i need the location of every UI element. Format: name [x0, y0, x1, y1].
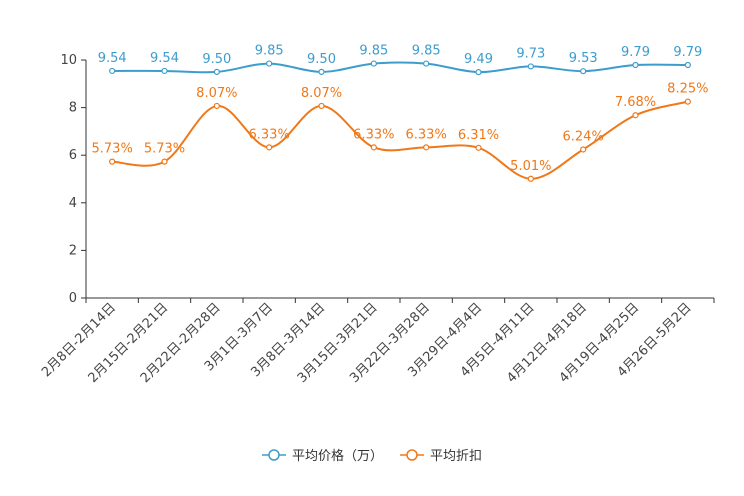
data-label: 8.25%	[667, 82, 708, 97]
y-tick-label: 6	[69, 148, 77, 163]
y-tick-label: 10	[60, 53, 77, 68]
y-tick-label: 2	[69, 243, 77, 258]
data-label: 6.33%	[353, 127, 394, 142]
data-point	[266, 60, 273, 67]
data-label: 9.54	[98, 51, 127, 66]
series-line	[112, 61, 688, 74]
data-point	[632, 61, 639, 69]
data-label: 6.24%	[563, 129, 604, 144]
data-point	[213, 68, 220, 76]
data-label: 6.33%	[249, 127, 290, 142]
series-avg-discount: 5.73% 5.73% 8.07% 6.33% 8.07% 6.33% 6.33% 6.31%…	[92, 82, 708, 182]
legend-item-avg-discount[interactable]: 平均折扣	[400, 449, 482, 464]
series-avg-price: 9.54 9.54 9.50 9.85 9.50 9.85 9.85 9.49 9.73 9.53…	[98, 44, 702, 76]
data-label: 9.54	[150, 51, 179, 66]
data-point	[475, 69, 482, 76]
legend-marker-icon	[406, 449, 418, 461]
data-point	[423, 144, 430, 151]
data-label: 5.73%	[92, 142, 133, 157]
data-point	[213, 102, 220, 110]
data-label: 7.68%	[615, 95, 656, 110]
data-label: 9.49	[464, 52, 493, 67]
data-point	[527, 175, 534, 182]
data-point	[527, 63, 534, 70]
data-label: 9.85	[255, 44, 284, 59]
data-point	[684, 98, 691, 105]
data-point	[580, 68, 587, 75]
data-label: 8.07%	[301, 86, 342, 101]
legend[interactable]: 平均价格（万） 平均折扣	[262, 448, 482, 464]
data-point	[109, 158, 116, 165]
data-point	[161, 67, 168, 75]
data-point	[266, 144, 273, 151]
data-point	[370, 60, 377, 67]
legend-label: 平均折扣	[430, 449, 482, 464]
data-label: 9.79	[673, 45, 702, 60]
data-label: 9.53	[569, 51, 598, 66]
legend-label: 平均价格（万）	[292, 448, 383, 464]
data-label: 8.07%	[196, 86, 237, 101]
data-label: 5.73%	[144, 142, 185, 157]
y-tick-label: 0	[69, 291, 77, 306]
data-label: 9.85	[412, 44, 441, 59]
data-label: 6.31%	[458, 128, 499, 143]
data-label: 9.73	[516, 46, 545, 61]
data-label: 9.79	[621, 45, 650, 60]
legend-marker-icon	[268, 449, 280, 461]
data-point	[580, 146, 587, 153]
data-point	[161, 158, 168, 165]
data-point	[109, 67, 116, 75]
data-label: 9.50	[202, 52, 231, 67]
y-tick-label: 4	[69, 196, 77, 211]
y-tick-label: 8	[69, 101, 77, 116]
legend-item-avg-price[interactable]: 平均价格（万）	[262, 448, 383, 464]
data-label: 9.50	[307, 52, 336, 67]
data-point	[370, 144, 377, 151]
data-label: 6.33%	[406, 127, 447, 142]
data-label: 5.01%	[510, 159, 551, 174]
series-layer: 9.54 9.54 9.50 9.85 9.50 9.85 9.85 9.49 9.73 9.53…	[92, 44, 708, 182]
axes: 02468102月8日-2月14日2月15日-2月21日2月22日-2月28日3…	[39, 53, 715, 386]
data-point	[318, 68, 325, 76]
data-point	[318, 102, 325, 110]
data-point	[632, 112, 639, 119]
data-point	[475, 144, 482, 151]
data-point	[684, 61, 691, 69]
data-point	[423, 60, 430, 67]
data-label: 9.85	[359, 44, 388, 59]
